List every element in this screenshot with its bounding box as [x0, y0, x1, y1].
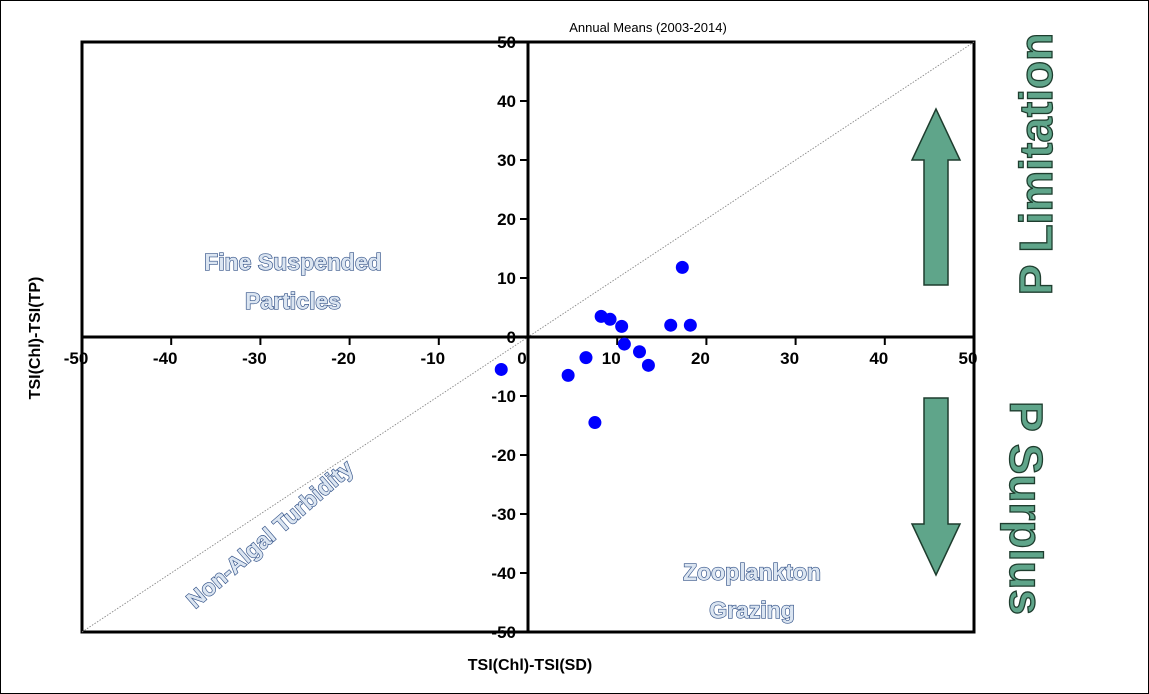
x-tick-label: -30	[242, 349, 267, 368]
x-tick-label: 30	[780, 349, 799, 368]
x-axis-title: TSI(Chl)-TSI(SD)	[468, 657, 592, 674]
x-tick-label: 0	[517, 349, 526, 368]
fine-suspended-label-2: Particles	[245, 288, 341, 314]
x-tick-label: -10	[421, 349, 446, 368]
data-point	[579, 351, 593, 365]
p-limitation-label: P Limitation	[1010, 33, 1062, 295]
fine-suspended-label-1: Fine Suspended	[204, 249, 382, 275]
y-tick-label: 50	[497, 33, 516, 52]
data-point	[588, 416, 602, 430]
p-surplus-label: P Surplus	[1000, 401, 1052, 615]
y-tick-label: 30	[497, 151, 516, 170]
data-point	[664, 318, 678, 332]
y-axis-title: TSI(Chl)-TSI(TP)	[27, 277, 44, 400]
non-algal-turbidity-label: Non-Algal Turbidity	[181, 455, 358, 614]
data-points	[494, 260, 697, 430]
y-tick-label: -30	[491, 505, 516, 524]
x-tick-label: -40	[153, 349, 178, 368]
data-point	[641, 358, 655, 372]
data-point	[675, 260, 689, 274]
x-tick-label: 10	[602, 349, 621, 368]
x-ticks: -50 -40 -30 -20 -10 0 10 20 30 40 50	[64, 337, 978, 368]
data-point	[683, 318, 697, 332]
x-tick-label: 50	[959, 349, 978, 368]
x-tick-label: -50	[64, 349, 89, 368]
y-tick-label: 40	[497, 92, 516, 111]
data-point	[494, 362, 508, 376]
y-tick-label: -50	[491, 623, 516, 642]
y-tick-label: -20	[491, 446, 516, 465]
y-tick-label: 10	[497, 269, 516, 288]
data-point	[615, 319, 629, 333]
zooplankton-label-1: Zooplankton	[683, 559, 821, 585]
y-tick-label: 0	[507, 328, 516, 347]
chart-title: Annual Means (2003-2014)	[569, 20, 727, 35]
down-arrow-icon	[910, 397, 962, 577]
data-point	[561, 368, 575, 382]
data-point	[633, 345, 646, 359]
x-tick-label: 20	[691, 349, 710, 368]
y-tick-label: -40	[491, 564, 516, 583]
y-tick-label: 20	[497, 210, 516, 229]
y-tick-label: -10	[491, 387, 516, 406]
x-tick-label: -20	[331, 349, 356, 368]
up-arrow-icon	[910, 107, 962, 286]
data-point	[603, 312, 617, 326]
data-point	[617, 337, 631, 351]
x-tick-label: 40	[869, 349, 888, 368]
zooplankton-label-2: Grazing	[709, 597, 795, 623]
